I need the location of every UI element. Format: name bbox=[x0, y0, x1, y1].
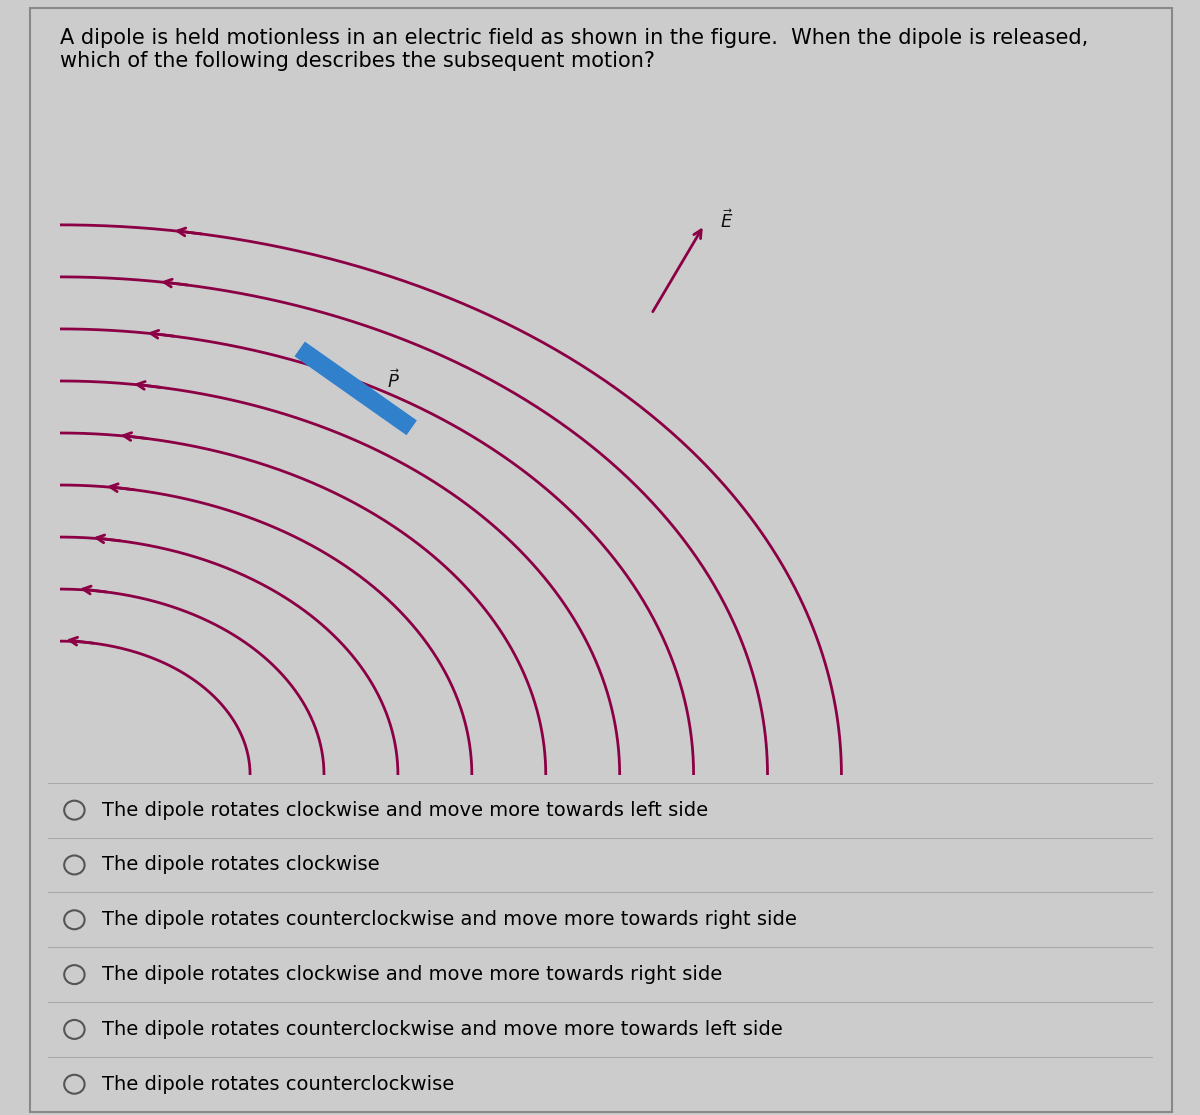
Text: The dipole rotates counterclockwise and move more towards left side: The dipole rotates counterclockwise and … bbox=[102, 1020, 782, 1039]
Text: The dipole rotates clockwise: The dipole rotates clockwise bbox=[102, 855, 379, 874]
Text: The dipole rotates clockwise and move more towards left side: The dipole rotates clockwise and move mo… bbox=[102, 801, 708, 820]
Text: The dipole rotates counterclockwise and move more towards right side: The dipole rotates counterclockwise and … bbox=[102, 910, 797, 929]
Text: The dipole rotates counterclockwise: The dipole rotates counterclockwise bbox=[102, 1075, 455, 1094]
Text: $\vec{P}$: $\vec{P}$ bbox=[388, 369, 400, 392]
Text: The dipole rotates clockwise and move more towards right side: The dipole rotates clockwise and move mo… bbox=[102, 966, 722, 985]
Text: $\vec{E}$: $\vec{E}$ bbox=[720, 210, 733, 232]
Text: A dipole is held motionless in an electric field as shown in the figure.  When t: A dipole is held motionless in an electr… bbox=[60, 28, 1088, 71]
